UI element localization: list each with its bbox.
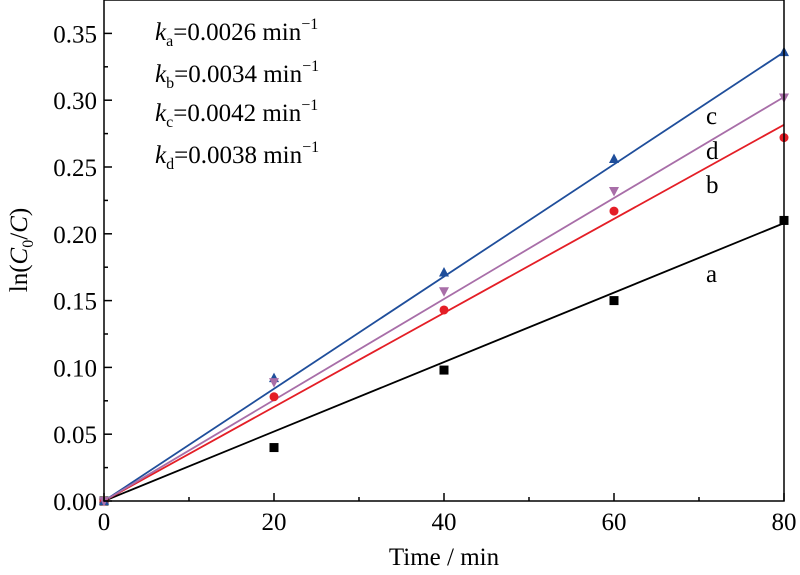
- x-axis-title: Time / min: [389, 544, 500, 571]
- y-tick-label: 0.30: [53, 88, 97, 115]
- rate-constant-annotations: ka=0.0026 min−1 kb=0.0034 min−1 kc=0.004…: [155, 16, 319, 173]
- data-point-a: [609, 296, 619, 306]
- fit-lines: [103, 51, 785, 502]
- data-point-d: [609, 187, 619, 197]
- data-point-b: [439, 305, 449, 315]
- x-axis: 0 20 40 60 80: [98, 493, 797, 536]
- data-point-c: [439, 267, 449, 277]
- fit-line-d: [103, 96, 785, 502]
- y-tick-label: 0.15: [53, 289, 97, 316]
- data-point-d: [439, 287, 449, 297]
- y-tick-label: 0.10: [53, 355, 97, 382]
- annotation-kc: kc=0.0042 min−1: [155, 97, 318, 131]
- y-tick-label: 0.00: [53, 489, 97, 516]
- fit-line-c: [103, 51, 785, 502]
- x-tick-label: 80: [772, 509, 797, 536]
- x-tick-label: 0: [98, 509, 111, 536]
- x-tick-label: 60: [602, 509, 627, 536]
- series-labels: c d b a: [706, 103, 719, 288]
- data-point-d: [269, 378, 279, 388]
- data-point-b: [609, 206, 619, 216]
- series-label-b: b: [706, 172, 719, 199]
- annotation-kb: kb=0.0034 min−1: [155, 58, 319, 92]
- series-label-d: d: [706, 138, 719, 165]
- y-tick-label: 0.05: [53, 422, 97, 449]
- y-axis-title: ln(C0/C): [6, 208, 37, 292]
- data-point-a: [269, 443, 279, 453]
- x-tick-label: 40: [432, 509, 457, 536]
- annotation-ka: ka=0.0026 min−1: [155, 16, 318, 50]
- x-tick-label: 20: [262, 509, 287, 536]
- annotation-kd: kd=0.0038 min−1: [155, 139, 319, 173]
- y-tick-label: 0.25: [53, 155, 97, 182]
- series-label-c: c: [706, 103, 717, 130]
- data-point-b: [269, 392, 279, 402]
- fit-line-a: [103, 222, 785, 502]
- series-label-a: a: [706, 261, 717, 288]
- y-axis: 0.00 0.05 0.10 0.15 0.20 0.25 0.30 0.35: [53, 21, 112, 516]
- data-point-c: [609, 153, 619, 163]
- data-point-a: [439, 365, 449, 375]
- y-tick-label: 0.20: [53, 222, 97, 249]
- y-tick-label: 0.35: [53, 21, 97, 48]
